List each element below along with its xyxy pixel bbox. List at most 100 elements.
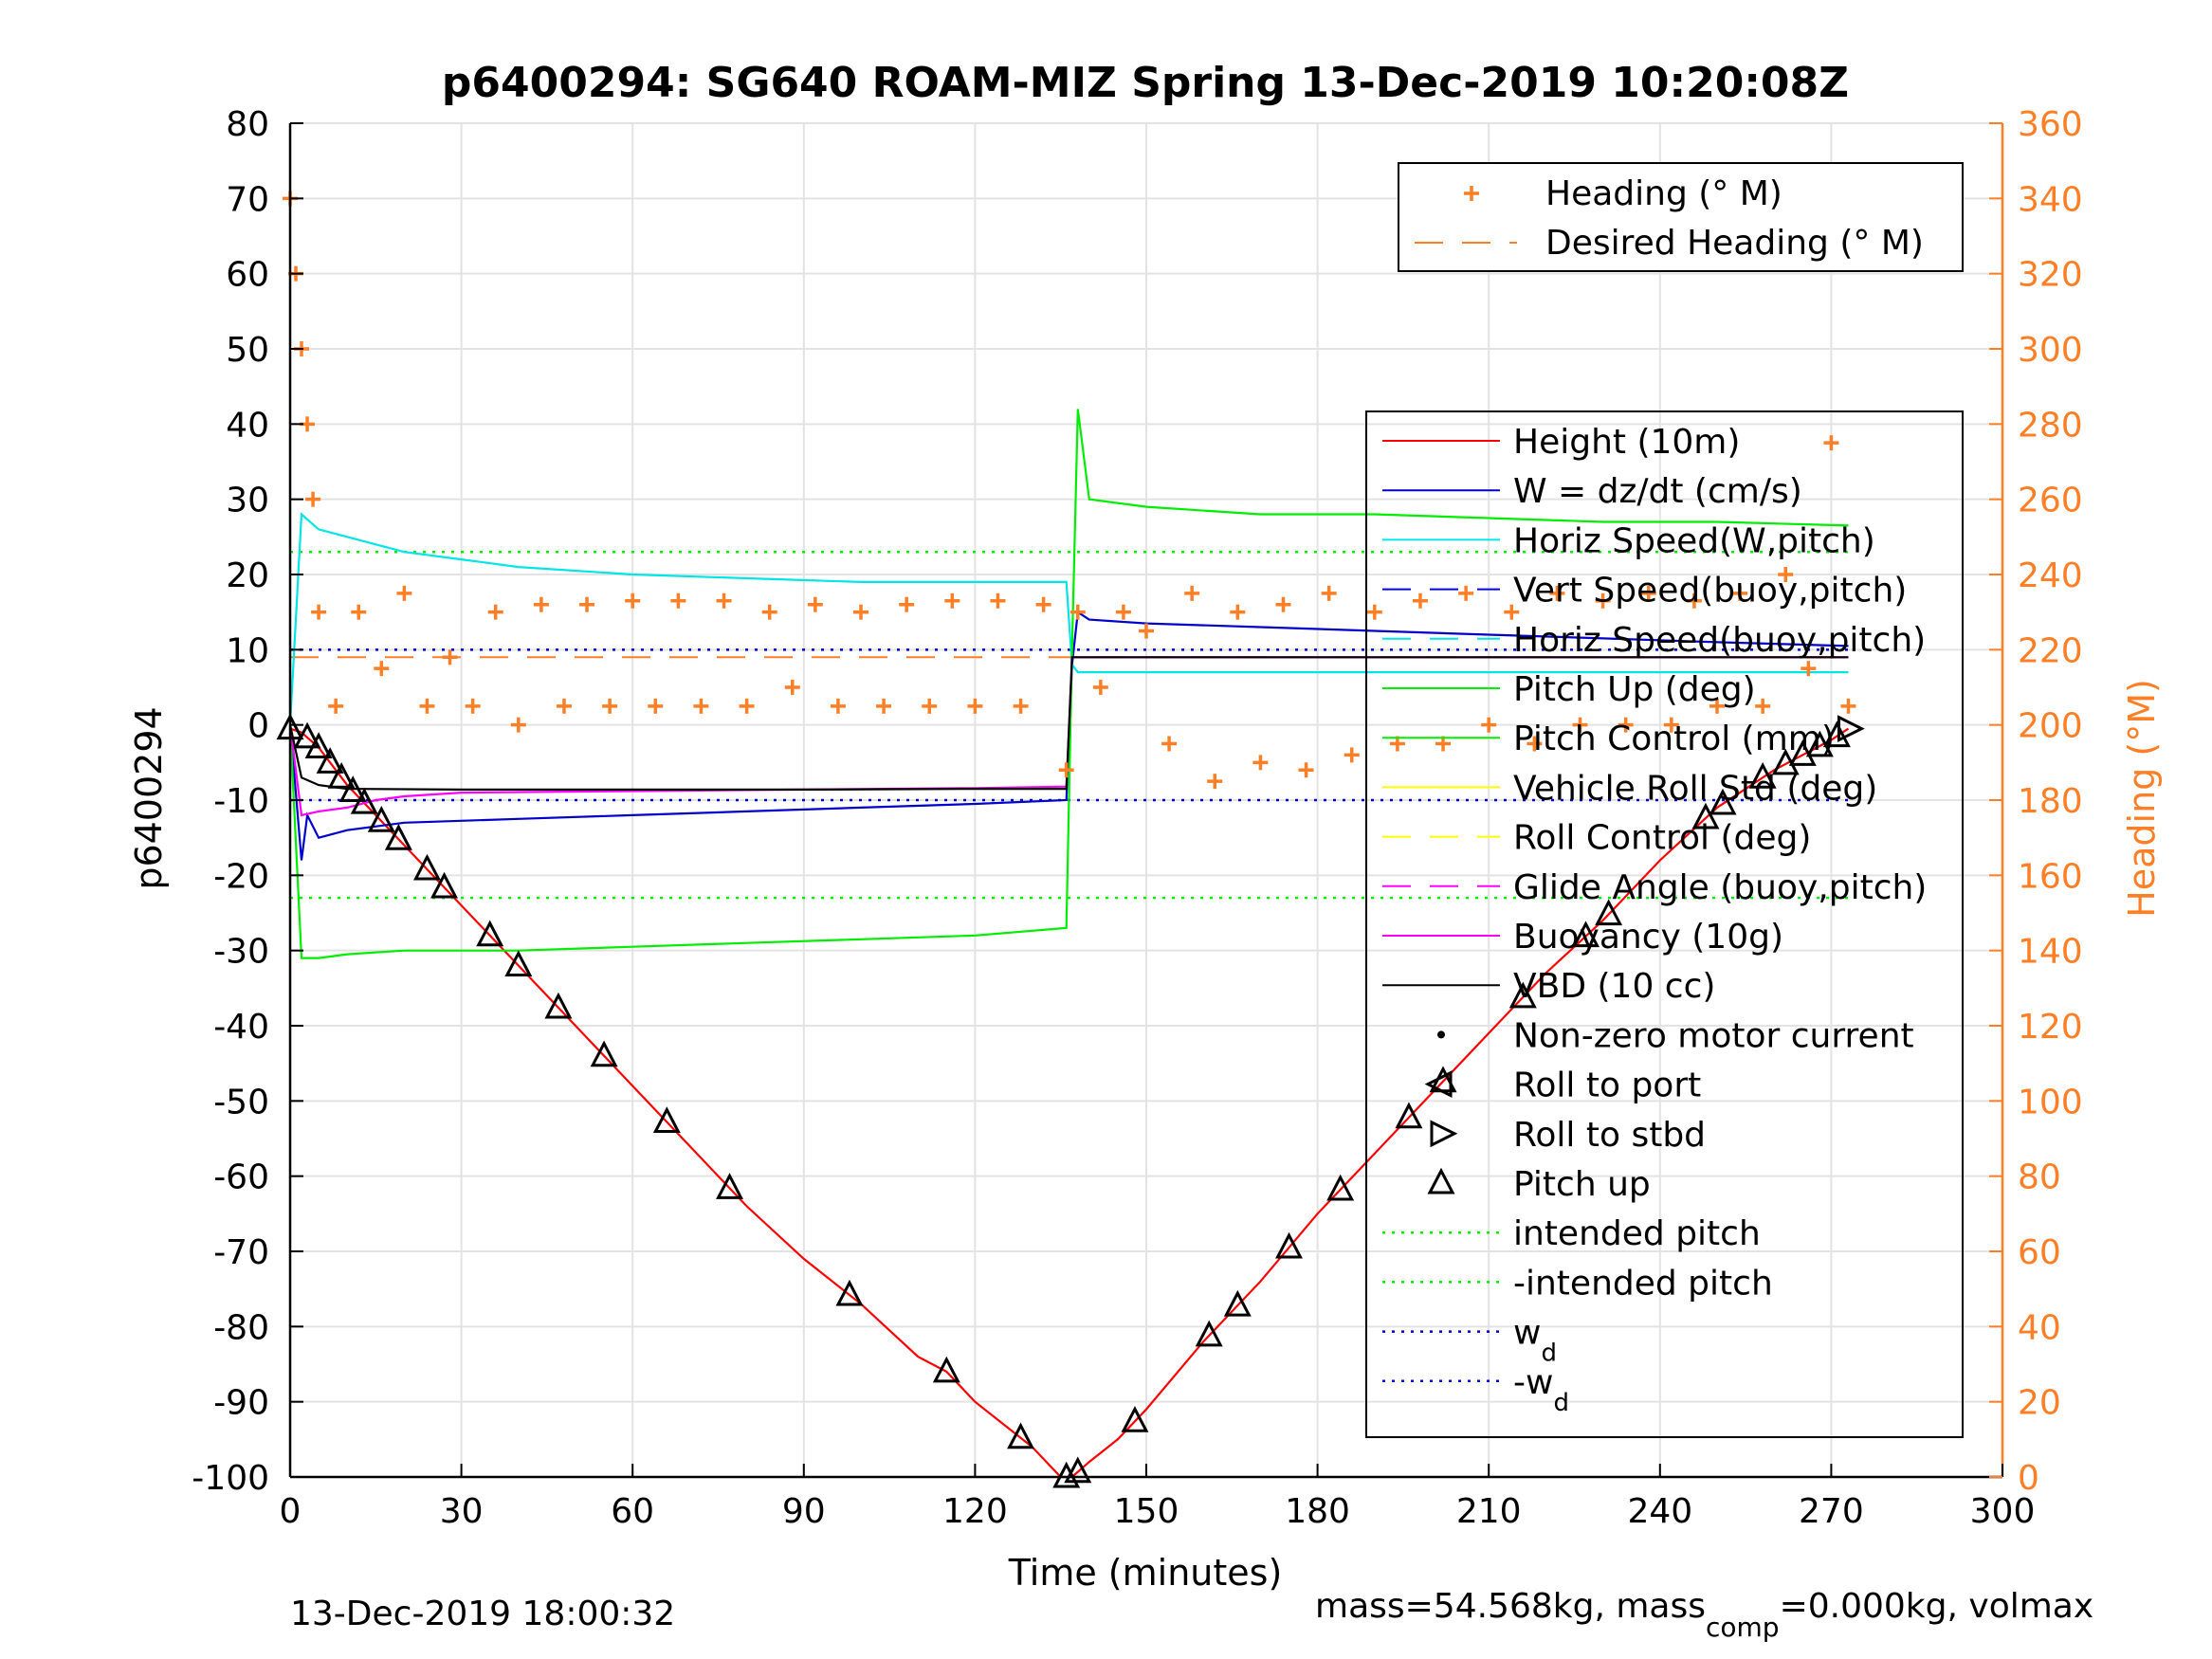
heading-point (899, 596, 915, 612)
pitch-up-marker (367, 805, 395, 832)
y-tick-label: 40 (226, 406, 269, 445)
heading-point (1139, 623, 1154, 639)
pitch-up-marker (716, 1173, 744, 1199)
x-tick-label: 300 (1970, 1492, 2036, 1531)
pitch-up-marker (327, 761, 356, 789)
heading-point (1161, 736, 1178, 752)
x-tick-label: 270 (1799, 1492, 1864, 1531)
pitch-up-marker (413, 853, 441, 881)
heading-point (602, 698, 618, 714)
footer-mass-subscript: comp (1706, 1612, 1780, 1643)
footer-timestamp: 13-Dec-2019 18:00:32 (290, 1595, 675, 1633)
legend-entry-text: W = dz/dt (cm/s) (1513, 472, 1802, 511)
y-tick-label: 10 (226, 631, 269, 670)
axes (288, 122, 2004, 1479)
legend-desired-heading-label: Desired Heading (° M) (1545, 224, 1924, 263)
y-tick-label: -70 (213, 1233, 269, 1272)
y-tick-label: -40 (213, 1008, 269, 1047)
legend-entry-text: Non-zero motor current (1513, 1016, 1914, 1055)
heading-point (853, 604, 868, 620)
heading-point (1663, 717, 1679, 733)
heading-point (556, 698, 572, 714)
x-tick-label: 0 (280, 1492, 302, 1531)
heading-point (1321, 585, 1337, 601)
heading-point (1252, 755, 1269, 771)
heading-point (648, 698, 664, 714)
legend-entry-text: Glide Angle (buoy,pitch) (1513, 868, 1927, 907)
y2-tick-label: 0 (2018, 1459, 2039, 1498)
heading-point (1344, 747, 1360, 763)
legend-entry-label: Roll to stbd (1513, 1116, 1706, 1155)
heading-point (1840, 698, 1856, 714)
legend-entry-text: -intended pitch (1513, 1264, 1773, 1303)
heading-point (1069, 604, 1086, 620)
heading-point (807, 596, 823, 612)
heading-point (1618, 717, 1634, 733)
heading-point (1504, 604, 1520, 620)
legend-entry-label: Horiz Speed(W,pitch) (1513, 521, 1875, 560)
legend-main-box (1365, 410, 1964, 1438)
heading-point (374, 661, 390, 677)
heading-point (1823, 435, 1839, 451)
legend-subscript: d (1553, 1389, 1569, 1417)
y-tick-label: -80 (213, 1308, 269, 1347)
heading-point (1755, 698, 1771, 714)
pitch-up-marker (1395, 1102, 1423, 1129)
legend-entry-text: Horiz Speed(buoy,pitch) (1513, 621, 1926, 660)
legend-entry-text: intended pitch (1513, 1214, 1761, 1253)
legend-entry-label: VBD (10 cc) (1513, 967, 1715, 1006)
footer-mass: mass=54.568kg, masscomp=0.000kg, volmax (1315, 1587, 2093, 1643)
pitch-up-marker (338, 775, 367, 802)
legend-heading: Heading (° M) Desired Heading (° M) (1398, 162, 1964, 272)
y-tick-label: -50 (213, 1083, 269, 1121)
legend-heading-box (1398, 162, 1964, 272)
y-tick-label: -90 (213, 1384, 269, 1423)
x-tick-label: 60 (611, 1492, 654, 1531)
pitch-up-marker (1007, 1422, 1035, 1449)
heading-point (625, 592, 641, 609)
y2-tick-label: 360 (2018, 105, 2083, 144)
y2-tick-label: 280 (2018, 406, 2083, 445)
heading-point (944, 592, 960, 609)
heading-point (465, 698, 481, 714)
legend-entry-label: Pitch Control (mm) (1513, 720, 1835, 758)
heading-point (533, 596, 549, 612)
heading-point (1092, 680, 1108, 695)
legend-entry-label: Vehicle Roll Std (deg) (1513, 769, 1877, 808)
heading-point (761, 604, 777, 620)
pitch-up-marker (1275, 1231, 1303, 1259)
y-tick-label: 20 (226, 556, 269, 595)
heading-point (305, 491, 321, 507)
series-pitch-up-deg- (288, 409, 1849, 959)
heading-point (876, 698, 892, 714)
series-vbd-10-cc- (288, 656, 1849, 792)
y2-tick-label: 20 (2018, 1384, 2061, 1423)
heading-point (1298, 762, 1314, 778)
pitch-up-marker (1064, 1456, 1092, 1484)
heading-point (351, 604, 367, 620)
y2-tick-label: 80 (2018, 1158, 2061, 1197)
pitch-up-marker (1691, 802, 1720, 830)
pitch-up-marker (1709, 788, 1737, 815)
heading-point (1640, 585, 1656, 601)
x-tick-label: 240 (1627, 1492, 1692, 1531)
heading-point (1709, 698, 1725, 714)
heading-point (830, 698, 846, 714)
heading-point (716, 592, 732, 609)
y-tick-label: 80 (226, 105, 269, 144)
heading-point (487, 604, 503, 620)
legend-entry-text: Horiz Speed(W,pitch) (1513, 521, 1875, 560)
heading-point (1184, 585, 1200, 601)
heading-point (311, 604, 327, 620)
heading-point (396, 585, 412, 601)
y-tick-labels: 80 70 60 50 40 30 20 10 0 -10 -20 -30 -40 -50 -60 -70 -8… (192, 105, 269, 1498)
y-tick-label: -100 (192, 1459, 269, 1498)
pitch-up-marker (1595, 899, 1623, 926)
legend-entry-text: Vehicle Roll Std (deg) (1513, 769, 1877, 808)
legend-entry-label: Glide Angle (buoy,pitch) (1513, 868, 1927, 907)
pitch-up-marker (1326, 1174, 1355, 1201)
pitch-up-marker (316, 747, 344, 774)
y2-tick-label: 140 (2018, 933, 2083, 972)
legend-subscript: d (1541, 1340, 1557, 1368)
legend-entry-label: Buoyancy (10g) (1513, 918, 1783, 957)
